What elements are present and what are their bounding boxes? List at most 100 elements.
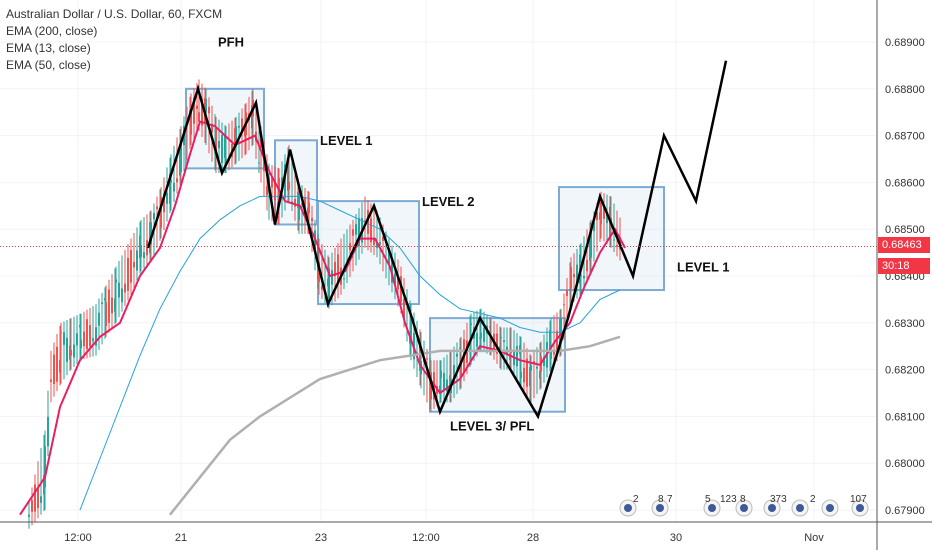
candle-body [560,318,562,334]
candle-body [241,118,243,131]
candle-body [66,337,68,362]
candle-body [523,367,525,383]
candle-body [205,98,207,113]
candle-body [460,358,462,375]
price-tick-label: 0.68300 [885,318,925,330]
candle-body [394,273,396,285]
time-axis[interactable]: 12:00 21 23 12:00 28 30 Nov [0,521,932,544]
annotation-label: LEVEL 2 [422,194,475,209]
candle-body [539,371,541,379]
candle-body [569,288,571,291]
candle-body [343,278,345,280]
projection-path [146,60,728,420]
candle-body [40,496,42,503]
candle-body [397,275,399,290]
candle-body [403,299,405,318]
event-flag-center [624,504,632,512]
price-tick-label: 0.68100 [885,411,925,423]
candle-body [73,344,75,358]
candle-body [80,339,82,348]
candle-body [50,379,52,382]
candle-body [278,178,280,195]
candle-body [186,117,188,119]
candle-body [556,330,558,352]
candle-body [56,346,58,382]
candle-body [150,222,152,245]
candle-body [419,343,421,371]
candle-body [382,236,384,241]
event-count-label: 7 [667,494,673,505]
candle-body [301,203,303,205]
candle-body [520,372,522,378]
candle-body [519,345,521,354]
candle-body [92,338,94,342]
indicator-ema-13[interactable]: EMA (13, close) [6,41,91,55]
price-axis[interactable]: 0.67900 0.68000 0.68100 0.68200 0.68300 0.684… [876,0,925,550]
candle-body [470,323,472,326]
candle-body [583,275,585,279]
candle-body [86,319,88,349]
candle-body [549,330,551,350]
candle-body [367,209,369,234]
symbol-title[interactable]: Australian Dollar / U.S. Dollar, 60, FXC… [6,7,223,21]
chart-legend: Australian Dollar / U.S. Dollar, 60, FXC… [6,6,222,74]
candle-body [321,286,323,290]
ema-line-50 [79,195,621,511]
candle-body [307,207,309,222]
candle-body [76,333,78,346]
event-flag-center [740,504,748,512]
annotation-label: LEVEL 1 [320,133,373,148]
event-count-label: 373 [770,494,787,505]
indicator-ema-200[interactable]: EMA (200, close) [6,24,98,38]
candle-body [509,353,511,360]
ema-lines [19,120,626,516]
candle-body [364,220,366,222]
candle-body [28,514,30,517]
price-tick-label: 0.68400 [885,271,925,283]
candle-body [121,288,123,303]
event-count-label: 5 [705,494,711,505]
candle-body [606,211,608,224]
candle-body [616,245,618,247]
candle-body [274,180,276,201]
candle-body [443,373,445,391]
candle-body [146,240,148,256]
candle-body [143,252,145,259]
time-tick-label: 30 [670,532,682,544]
event-markers[interactable]: 2 8 7 5 123 8 373 2 107 [619,494,869,517]
candle-body [59,360,61,373]
candle-body [235,126,237,148]
candle-body [446,379,448,392]
candle-body [550,351,552,360]
candle-body [291,201,293,203]
candle-body [130,250,132,283]
candle-body [439,385,441,394]
candle-body [370,218,372,243]
candle-body [459,347,461,349]
candle-body [180,139,182,173]
candle-body [111,297,113,314]
candle-body [553,351,555,355]
candle-body [311,218,313,222]
time-tick-label: Nov [804,532,824,544]
annotation-label: PFH [218,35,244,50]
candle-body [104,298,106,301]
candle-body [156,206,158,210]
candle-body [308,202,310,214]
indicator-ema-50[interactable]: EMA (50, close) [6,58,91,72]
event-flag-center [768,504,776,512]
price-tick-label: 0.67900 [885,505,925,517]
candle-body [388,248,390,264]
candle-body [271,176,273,188]
candle-body [298,194,300,220]
price-tick-label: 0.68800 [885,84,925,96]
candle-body [349,243,351,251]
candle-body [170,180,172,183]
candle-body [590,229,592,258]
candle-body [198,112,200,122]
candle-body [218,140,220,149]
candle-body [193,97,195,124]
candle-body [352,229,354,236]
event-count-label: 107 [850,494,867,505]
